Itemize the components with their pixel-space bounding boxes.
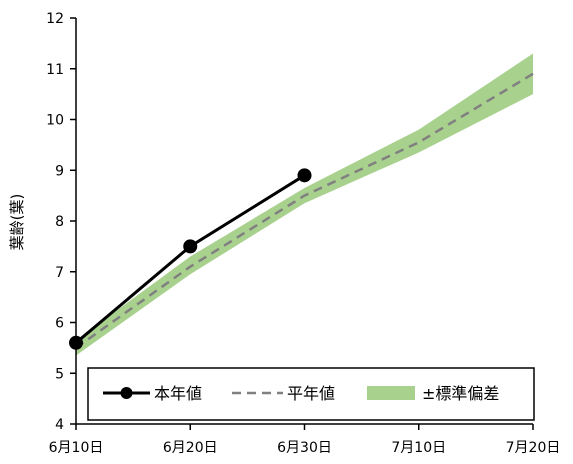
y-tick-label: 5: [55, 366, 64, 382]
legend-current-label: 本年値: [154, 384, 202, 403]
current-series-point: [69, 335, 83, 350]
x-tick-label: 6月30日: [277, 440, 332, 456]
y-tick-label: 8: [55, 214, 64, 230]
axes: 4 5 6 7 8 9 10 11 12 6月10日 6月20日 6月30日 7月10日 7月20日: [46, 11, 560, 456]
y-tick-label: 10: [46, 113, 64, 129]
legend-average-label: 平年値: [287, 384, 335, 403]
std-dev-band: [76, 53, 533, 356]
y-tick-label: 12: [46, 11, 64, 27]
legend-box: [87, 367, 535, 421]
y-axis-label: 葉齢(葉): [8, 194, 26, 251]
y-tick-label: 7: [55, 265, 64, 281]
legend-band-label: ±標準偏差: [422, 384, 499, 403]
legend-band-swatch: [367, 386, 415, 400]
y-tick-label: 11: [46, 62, 64, 78]
average-series-line: [75, 72, 534, 349]
band-layer: [76, 53, 533, 356]
legend-current-marker: [120, 387, 133, 399]
series-layer: [69, 72, 534, 350]
x-tick-label: 7月20日: [506, 440, 561, 456]
y-tick-label: 4: [55, 417, 64, 433]
y-tick-label: 9: [55, 163, 64, 179]
x-tick-label: 7月10日: [391, 440, 446, 456]
legend: 本年値 平年値 ±標準偏差: [87, 367, 535, 421]
x-tick-label: 6月20日: [163, 440, 218, 456]
x-tick-label: 6月10日: [49, 440, 104, 456]
current-series-point: [183, 239, 198, 254]
current-series-point: [297, 168, 312, 183]
y-tick-label: 6: [55, 316, 64, 332]
